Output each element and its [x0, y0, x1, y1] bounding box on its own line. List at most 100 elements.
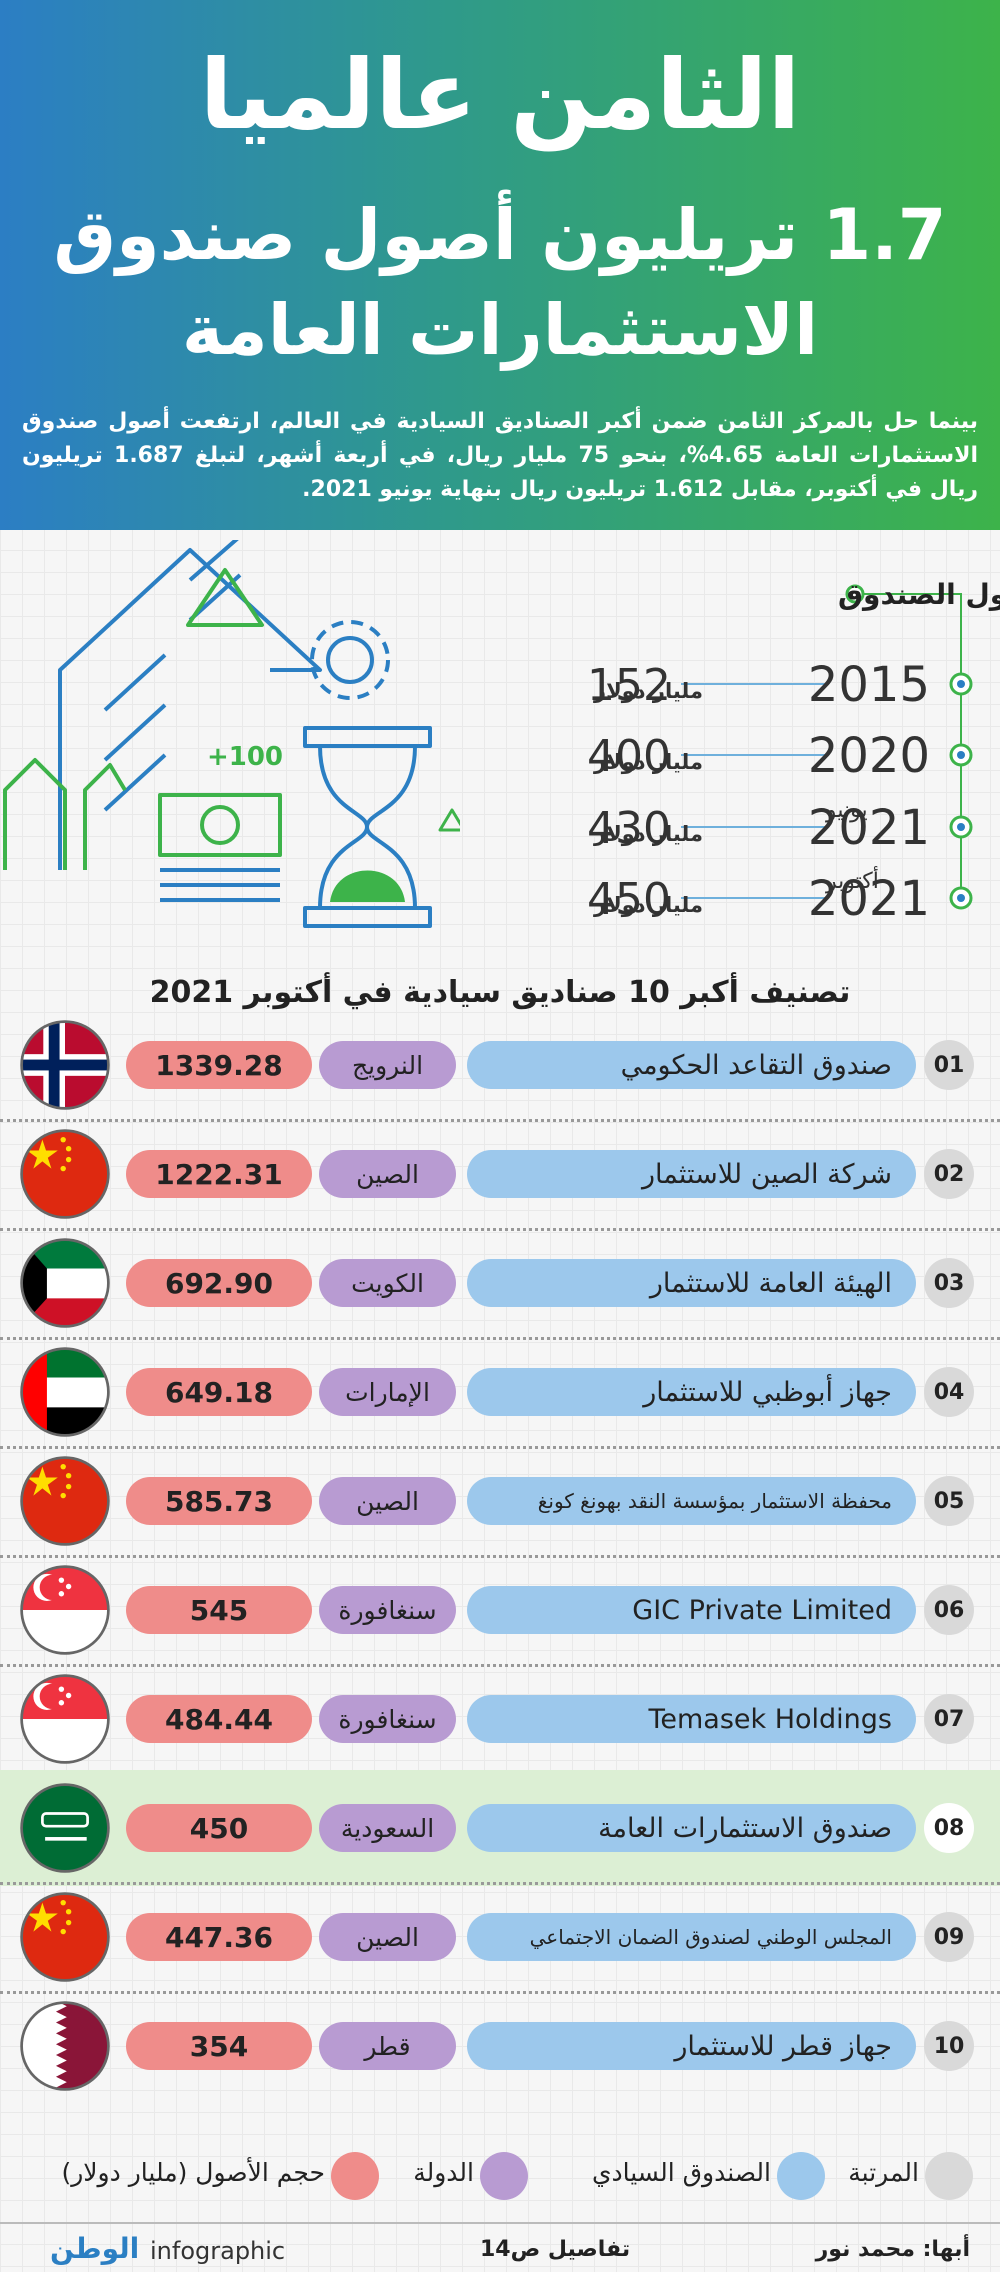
- flag-shape: [65, 1483, 72, 1490]
- legend-swatch: [925, 2152, 973, 2200]
- timeline-dot-inner: [957, 894, 965, 902]
- timeline-month: يونيو: [825, 798, 868, 823]
- flag-shape: [65, 1472, 72, 1479]
- triangle: [438, 808, 460, 832]
- flag: [20, 1238, 110, 1328]
- hourglass: [318, 745, 417, 909]
- rank-badge: 07: [924, 1694, 974, 1744]
- flag-body: [21, 1784, 109, 1872]
- ranking-title: تصنيف أكبر 10 صناديق سيادية في أكتوبر 20…: [149, 975, 851, 1010]
- footer-rule: [0, 2222, 1000, 2224]
- flag-ring: [20, 1456, 110, 1546]
- separator: [0, 1882, 1000, 1885]
- timeline-unit: مليار دولار: [593, 822, 703, 846]
- flag-shape: [60, 1165, 66, 1172]
- triangle: [186, 568, 264, 627]
- assets-pill: 484.44: [126, 1695, 312, 1743]
- flag: [20, 1020, 110, 1110]
- legend-label: حجم الأصول (مليار دولار): [61, 2158, 325, 2187]
- timeline-year: 2021: [808, 871, 930, 927]
- timeline-connector: [855, 593, 962, 898]
- flag-shape: [58, 1700, 65, 1706]
- banknote-lines: [160, 868, 280, 902]
- assets-pill: 649.18: [126, 1368, 312, 1416]
- timeline-amount: 152: [587, 660, 671, 711]
- flag-shape: [21, 1059, 109, 1071]
- flag-shape: [65, 1919, 72, 1926]
- flag-shape: [21, 2002, 67, 2090]
- assets-pill: 692.90: [126, 1259, 312, 1307]
- country-pill: الصين: [319, 1477, 456, 1525]
- fund-pill: محفظة الاستثمار بمؤسسة النقد بهونغ كونغ: [467, 1477, 916, 1525]
- flag-shape: [27, 1139, 58, 1169]
- country-pill: الكويت: [319, 1259, 456, 1307]
- flag-shape: [60, 1899, 66, 1906]
- timeline-month: أكتوبر: [825, 866, 879, 894]
- arrow-lines: [103, 653, 167, 812]
- flag-body: [21, 1021, 109, 1109]
- flag-shape: [65, 1692, 72, 1699]
- country-pill: النرويج: [319, 1041, 456, 1089]
- country-pill: الإمارات: [319, 1368, 456, 1416]
- flag-shape: [65, 1908, 72, 1915]
- fund-pill: صندوق الاستثمارات العامة: [467, 1804, 916, 1852]
- flag: [20, 1347, 110, 1437]
- separator: [0, 1337, 1000, 1340]
- small-arrows: [3, 758, 127, 870]
- fund-pill: الهيئة العامة للاستثمار: [467, 1259, 916, 1307]
- legend-label: الصندوق السيادي: [591, 2158, 771, 2187]
- timeline-unit: مليار دولار: [593, 679, 703, 703]
- rank-badge: 05: [924, 1476, 974, 1526]
- rank-badge: 04: [924, 1367, 974, 1417]
- fund-pill: المجلس الوطني لصندوق الضمان الاجتماعي: [467, 1913, 916, 1961]
- country-pill: سنغافورة: [319, 1586, 456, 1634]
- country-pill: الصين: [319, 1913, 456, 1961]
- flag-shape: [60, 1463, 66, 1470]
- flag-body: [21, 1130, 109, 1218]
- headline: 1.7 تريليون أصول صندوق: [53, 194, 947, 276]
- fund-pill: GIC Private Limited: [467, 1586, 916, 1634]
- rank-badge: 02: [924, 1149, 974, 1199]
- flag: [20, 1892, 110, 1982]
- flag: [20, 1456, 110, 1546]
- flag-ring: [20, 1565, 110, 1655]
- hourglass: [303, 726, 432, 748]
- flag-ring: [20, 1238, 110, 1328]
- flag-shape: [45, 1837, 87, 1841]
- flag-shape: [21, 1457, 109, 1545]
- rank-badge: 03: [924, 1258, 974, 1308]
- legend-swatch: [331, 2152, 379, 2200]
- separator: [0, 1555, 1000, 1558]
- flag-body: [21, 1893, 109, 1981]
- flag-ring: [20, 1020, 110, 1110]
- footer-details: تفاصيل ص14: [480, 2237, 631, 2262]
- separator: [0, 1664, 1000, 1667]
- flag-shape: [58, 1591, 65, 1597]
- timeline-dot-inner: [957, 751, 965, 759]
- flag-body: [21, 1457, 109, 1545]
- timeline-amount: 430: [587, 803, 671, 854]
- timeline-amount: 400: [587, 731, 671, 782]
- fund-pill: Temasek Holdings: [467, 1695, 916, 1743]
- flag-ring: [20, 1783, 110, 1873]
- legend-swatch: [777, 2152, 825, 2200]
- flag-ring: [20, 1129, 110, 1219]
- gear: [326, 636, 374, 684]
- fund-pill: شركة الصين للاستثمار: [467, 1150, 916, 1198]
- flag-ring: [20, 1892, 110, 1982]
- flag-shape: [58, 1577, 65, 1583]
- separator: [0, 1446, 1000, 1449]
- timeline-year: 2021: [808, 800, 930, 856]
- gear: [310, 620, 390, 700]
- assets-pill: 585.73: [126, 1477, 312, 1525]
- banknote: [158, 793, 282, 857]
- timeline-dot-inner: [957, 680, 965, 688]
- fund-pill: صندوق التقاعد الحكومي: [467, 1041, 916, 1089]
- flag-shape: [21, 1719, 109, 1763]
- legend-label: المرتبة: [848, 2158, 919, 2187]
- footer-brand: الوطن: [50, 2232, 140, 2265]
- assets-pill: 447.36: [126, 1913, 312, 1961]
- timeline-unit: مليار دولار: [593, 750, 703, 774]
- flag-shape: [21, 1893, 109, 1981]
